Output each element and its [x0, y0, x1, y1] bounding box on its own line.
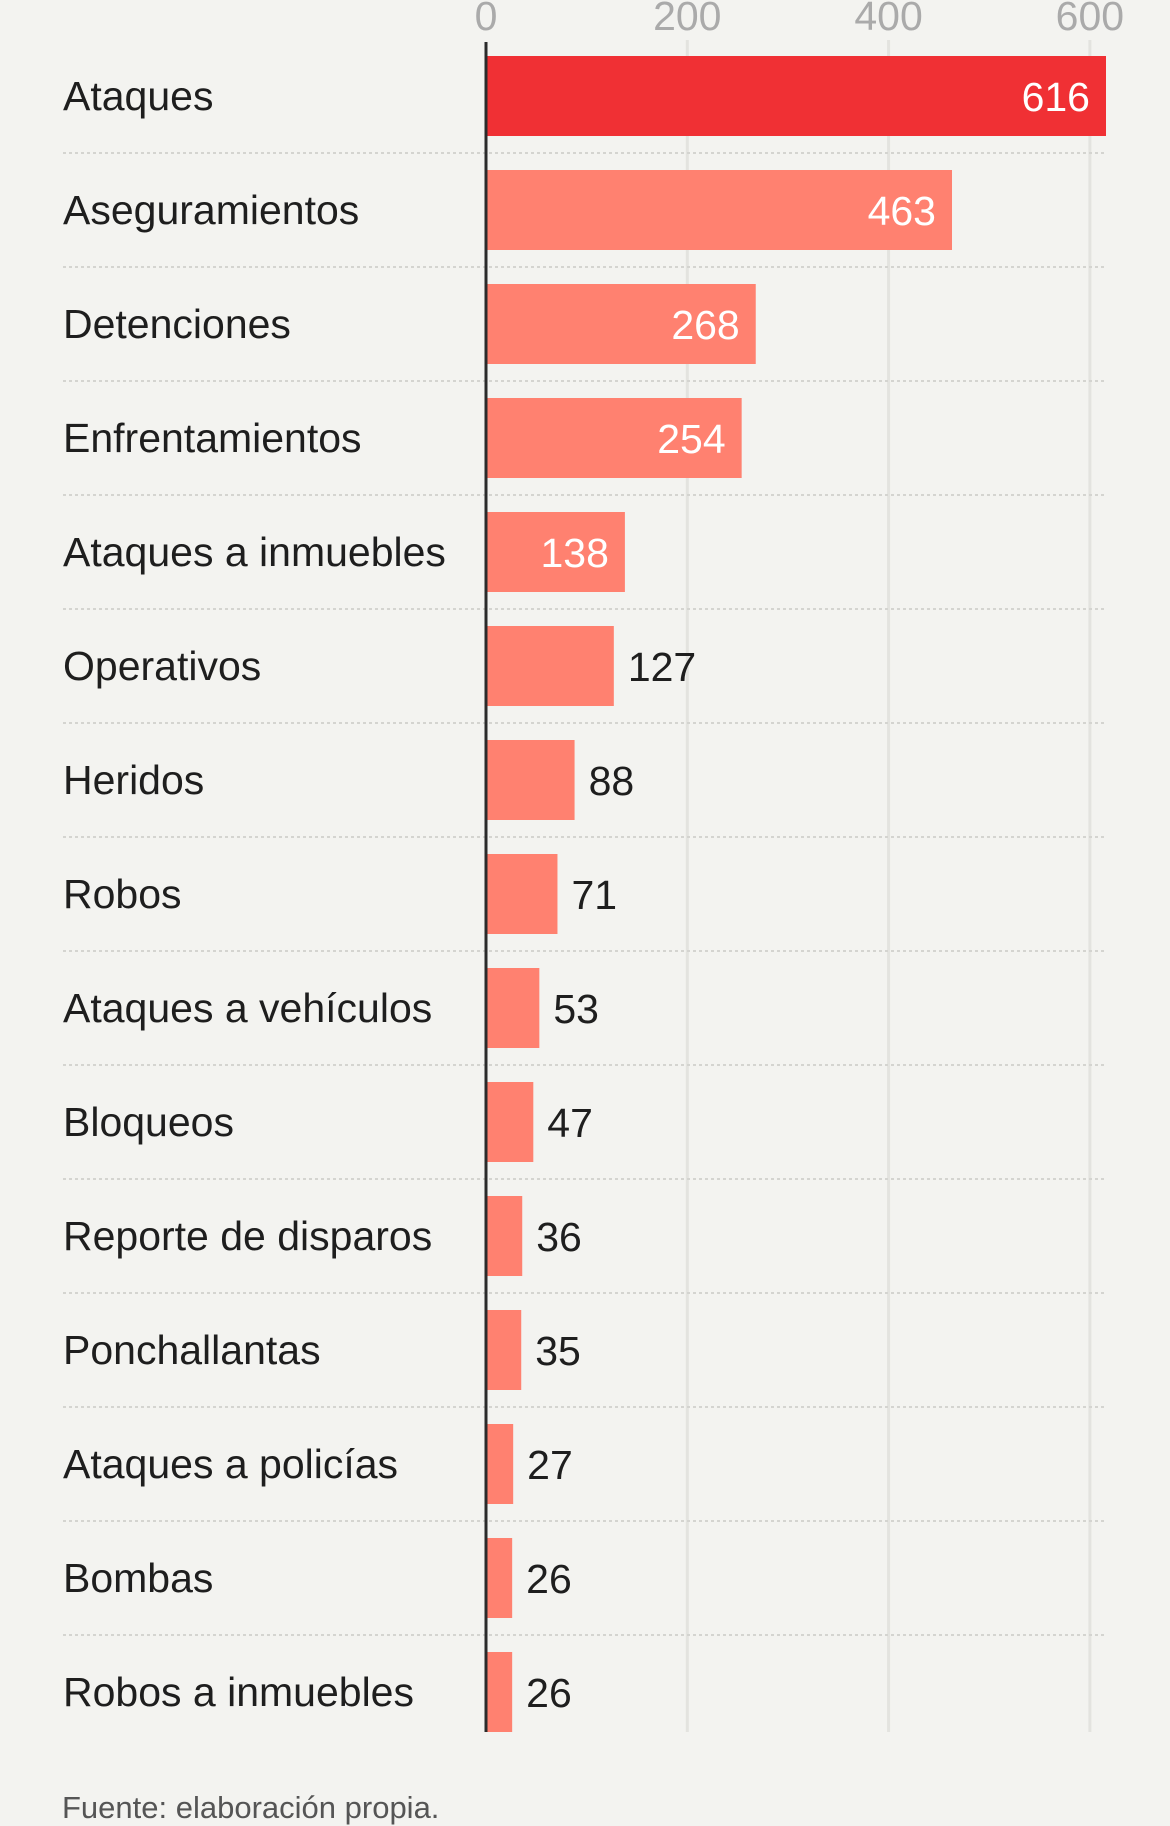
value-label: 27 — [527, 1442, 573, 1488]
category-label: Ataques a policías — [63, 1441, 398, 1487]
value-label: 36 — [536, 1214, 582, 1260]
value-label: 254 — [657, 416, 725, 462]
category-label: Ataques a inmuebles — [63, 529, 446, 575]
bar — [486, 56, 1106, 136]
value-label: 35 — [535, 1328, 581, 1374]
category-label: Detenciones — [63, 301, 291, 347]
bar — [486, 1196, 523, 1276]
value-label: 127 — [628, 644, 696, 690]
value-label: 47 — [547, 1100, 593, 1146]
category-label: Heridos — [63, 757, 204, 803]
value-label: 88 — [589, 758, 635, 804]
category-label: Bombas — [63, 1555, 213, 1601]
value-label: 268 — [671, 302, 739, 348]
category-label: Ataques — [63, 73, 213, 119]
category-label: Robos a inmuebles — [63, 1669, 414, 1715]
bar — [486, 740, 575, 820]
category-label: Aseguramientos — [63, 187, 359, 233]
category-label: Ataques a vehículos — [63, 985, 432, 1031]
category-label: Ponchallantas — [63, 1327, 321, 1373]
x-tick-label: 200 — [653, 0, 721, 39]
bar — [486, 512, 625, 592]
bar — [486, 968, 540, 1048]
category-label: Enfrentamientos — [63, 415, 362, 461]
category-label: Robos — [63, 871, 182, 917]
category-label: Reporte de disparos — [63, 1213, 432, 1259]
value-label: 71 — [571, 872, 617, 918]
value-label: 26 — [526, 1556, 572, 1602]
bar — [486, 626, 614, 706]
x-tick-label: 600 — [1056, 0, 1124, 39]
bar-chart: 0 200 400 600 Ataques 616 Aseguramientos 463 Det… — [63, 0, 1124, 1732]
value-label: 138 — [540, 530, 608, 576]
x-tick-label: 400 — [854, 0, 922, 39]
value-label: 53 — [553, 986, 599, 1032]
bar — [486, 1424, 514, 1504]
x-tick-label: 0 — [475, 0, 498, 39]
source-note: Fuente: elaboración propia. — [62, 1790, 440, 1825]
value-label: 26 — [526, 1670, 572, 1716]
value-label: 616 — [1022, 74, 1090, 120]
bar — [486, 1310, 522, 1390]
category-label: Bloqueos — [63, 1099, 234, 1145]
bar — [486, 1652, 513, 1732]
bar — [486, 284, 756, 364]
bar — [486, 1082, 534, 1162]
bar — [486, 1538, 513, 1618]
category-label: Operativos — [63, 643, 261, 689]
bar — [486, 398, 742, 478]
bar — [486, 854, 558, 934]
value-label: 463 — [868, 188, 936, 234]
bar — [486, 170, 953, 250]
